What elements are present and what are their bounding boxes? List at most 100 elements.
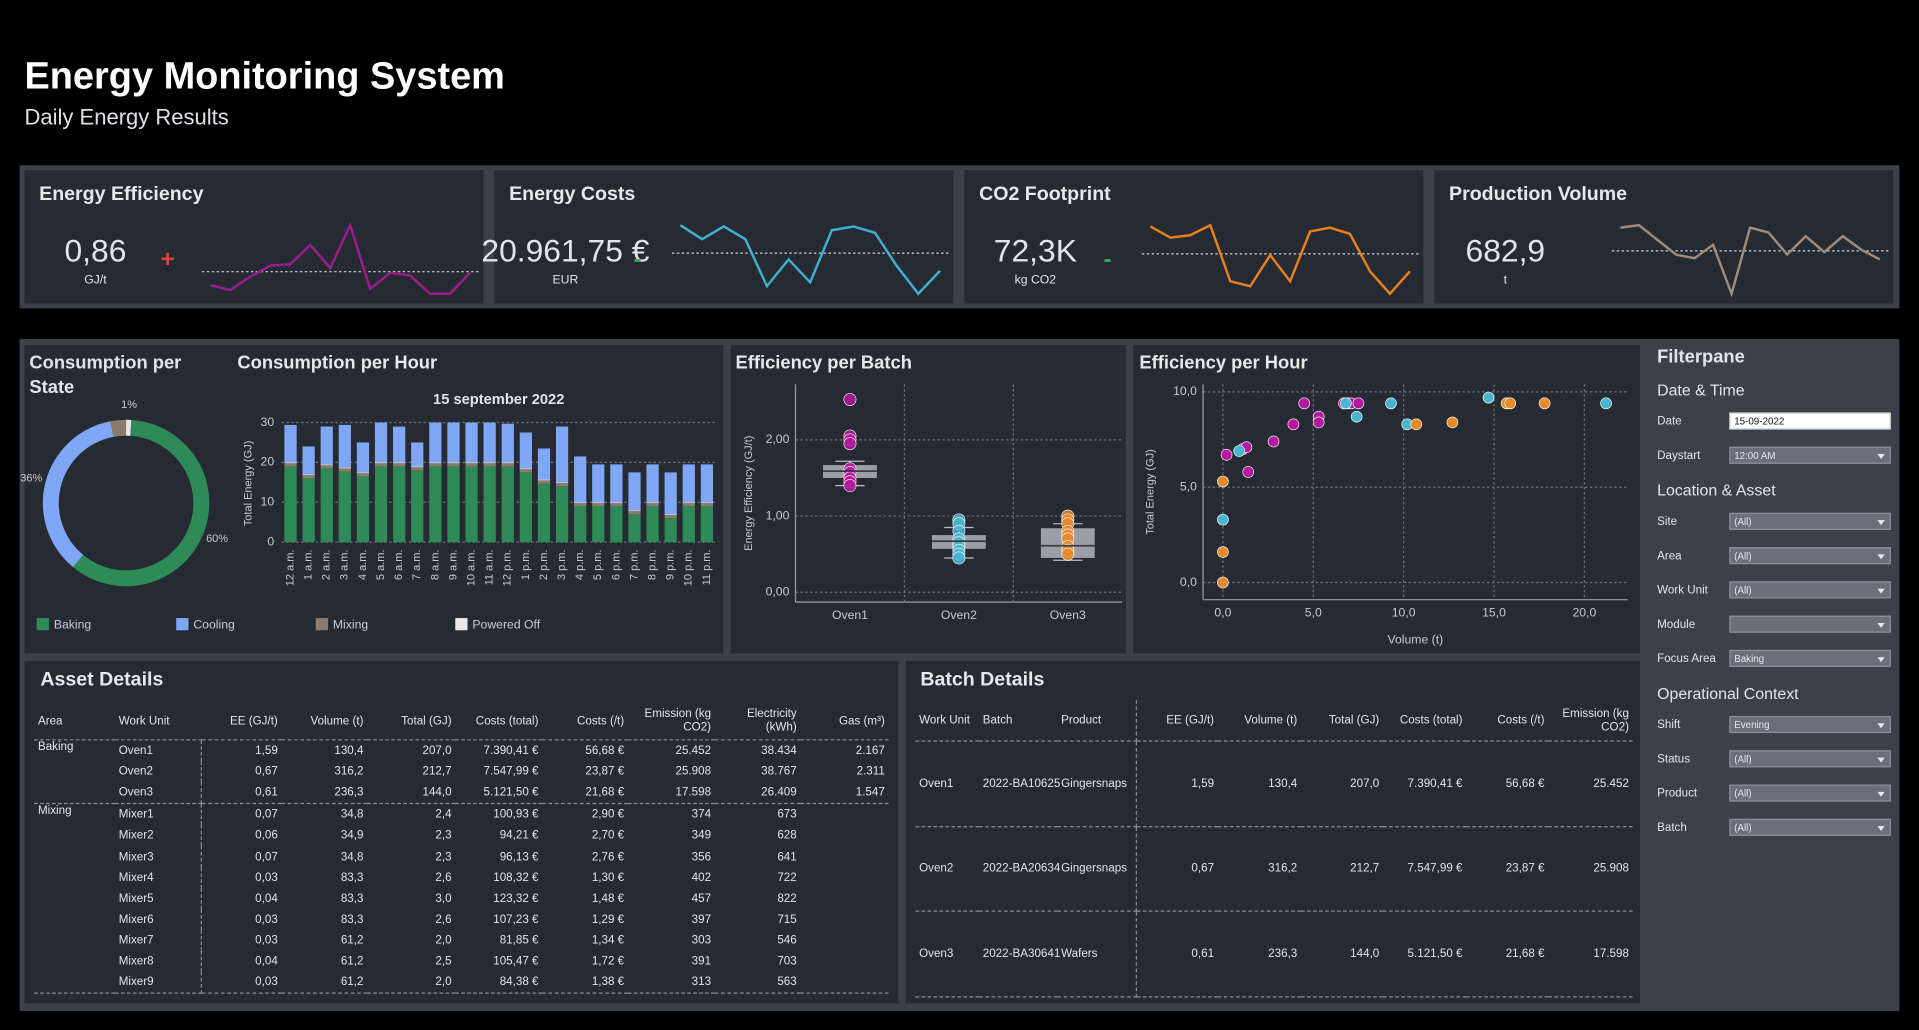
table-cell: 26.409 — [714, 782, 801, 805]
area-cell — [34, 825, 115, 846]
dropdown[interactable] — [1729, 615, 1891, 633]
area-cell — [34, 971, 116, 994]
x-tick-label: Oven2 — [941, 608, 977, 622]
kpi-trend: + — [161, 246, 175, 273]
data-point — [1504, 397, 1517, 410]
column-header: Volume (t) — [281, 702, 368, 741]
y-tick-label: 20 — [261, 455, 275, 469]
table-row: Oven3 2022-BA30641 Wafers 0,61 236,3 144,0 5.1… — [915, 911, 1633, 998]
table-cell: 641 — [777, 849, 797, 864]
column-header: EE (GJ/t) — [1135, 700, 1218, 742]
table-cell — [800, 867, 888, 888]
table-cell: Gingersnaps — [1057, 826, 1137, 912]
table-cell: 2,6 — [435, 912, 452, 927]
table-cell: 0,03 — [200, 971, 282, 994]
filter-value: 12:00 AM — [1734, 450, 1776, 462]
filter-row: Shift Evening — [1657, 707, 1893, 741]
x-tick-label: 6 p.m. — [610, 550, 622, 581]
panel-title: Asset Details — [40, 669, 163, 691]
data-point — [1242, 466, 1255, 478]
dropdown-caret — [1877, 757, 1885, 763]
area-cell — [34, 782, 116, 805]
bar-segment: Powered Off — [610, 502, 623, 504]
slice-label: 1% — [121, 399, 137, 411]
table-cell: 703 — [777, 954, 797, 969]
table-cell: Mixer8 — [115, 950, 202, 972]
dropdown[interactable]: (All) — [1729, 818, 1891, 836]
panel-title: Batch Details — [920, 669, 1044, 691]
dropdown[interactable]: (All) — [1729, 512, 1891, 530]
data-point — [1385, 397, 1397, 410]
x-tick-label: 0,0 — [1214, 605, 1231, 619]
dropdown-caret — [1877, 657, 1885, 663]
table-cell: 34,9 — [340, 829, 364, 843]
filter-label: Work Unit — [1657, 583, 1708, 597]
donut-slice — [73, 419, 210, 587]
column-header: Product — [1057, 700, 1137, 742]
x-tick-label: 8 a.m. — [429, 550, 441, 581]
dropdown[interactable]: 12:00 AM — [1729, 446, 1891, 464]
table-cell: 0,07 — [255, 849, 278, 864]
table-cell: 144,0 — [1300, 911, 1383, 998]
table-row: Mixer6 0,03 83,3 2,6 107,23 € 1,29 € 397 715 — [34, 909, 888, 930]
x-tick-label: 10,0 — [1392, 605, 1416, 619]
kpi-sparkline — [679, 224, 941, 296]
table-cell: 822 — [777, 891, 797, 906]
x-tick-label: 15,0 — [1482, 605, 1506, 619]
table-cell: Oven3 — [915, 911, 980, 998]
dropdown[interactable]: (All) — [1729, 750, 1891, 768]
data-point — [1339, 397, 1352, 410]
column-header: Batch — [979, 700, 1058, 742]
bar-segment: Mixing — [537, 480, 551, 484]
table-cell: 34,8 — [340, 808, 364, 822]
area-cell — [34, 888, 115, 909]
filter-row: Batch (All) — [1657, 810, 1893, 844]
x-tick-label: 3 a.m. — [339, 550, 351, 581]
table-row: Baking Oven1 1,59 130,4 207,0 7.390,41 € 56,68… — [34, 739, 888, 762]
bar-segment: Mixing — [519, 469, 532, 473]
table-cell: 2,6 — [435, 870, 452, 885]
kpi-card — [24, 170, 484, 304]
legend-swatch — [36, 618, 49, 631]
table-cell — [800, 951, 888, 972]
bar-segment: Powered Off — [519, 468, 532, 470]
bar-segment: Baking — [320, 468, 333, 543]
table-cell: 17.598 — [627, 782, 715, 805]
table-cell: Mixer1 — [115, 803, 202, 826]
dropdown[interactable]: Evening — [1729, 715, 1891, 734]
bar-segment: Powered Off — [284, 462, 297, 464]
table-cell: 0,67 — [255, 765, 278, 779]
table-cell — [800, 846, 888, 867]
table-cell: 207,0 — [1300, 741, 1383, 827]
table-cell: Mixer4 — [115, 867, 202, 889]
filter-value: (All) — [1734, 788, 1752, 800]
table-row: Mixer9 0,03 61,2 2,0 84,38 €1,38 €313 563 — [34, 971, 889, 994]
bar-segment: Powered Off — [555, 482, 569, 484]
dropdown-caret — [1877, 554, 1885, 560]
y-tick-label: 1,00 — [766, 508, 790, 522]
kpi-title: Energy Costs — [509, 183, 635, 205]
bar-segment: Mixing — [682, 503, 695, 507]
x-tick-label: 12 a.m. — [284, 550, 296, 587]
dropdown[interactable]: (All) — [1729, 784, 1891, 802]
table-cell: 1.547 — [800, 782, 889, 805]
dropdown[interactable]: (All) — [1729, 581, 1891, 599]
bar-segment: Mixing — [411, 467, 424, 471]
dropdown[interactable]: (All) — [1729, 547, 1891, 565]
table-cell: Mixer2 — [115, 825, 202, 847]
y-tick-label: 0 — [267, 534, 274, 548]
kpi-sparkline — [210, 221, 471, 295]
bar-segment: Powered Off — [465, 462, 478, 464]
x-tick-label: 11 a.m. — [484, 550, 496, 586]
kpi-card — [1434, 170, 1894, 304]
slice-label: 60% — [206, 533, 228, 545]
table-row: Mixer3 0,07 34,8 2,3 96,13 € 2,76 € 356 641 — [34, 846, 888, 868]
date-input[interactable]: 15-09-2022 — [1729, 412, 1891, 430]
page-title: Energy Monitoring System — [24, 55, 504, 97]
column-header: Costs (/t) — [1466, 700, 1549, 742]
bar-segment: Powered Off — [592, 502, 605, 504]
bar-segment: Mixing — [646, 503, 659, 507]
dropdown[interactable]: Baking — [1729, 649, 1891, 667]
y-tick-label: 10 — [261, 495, 275, 509]
